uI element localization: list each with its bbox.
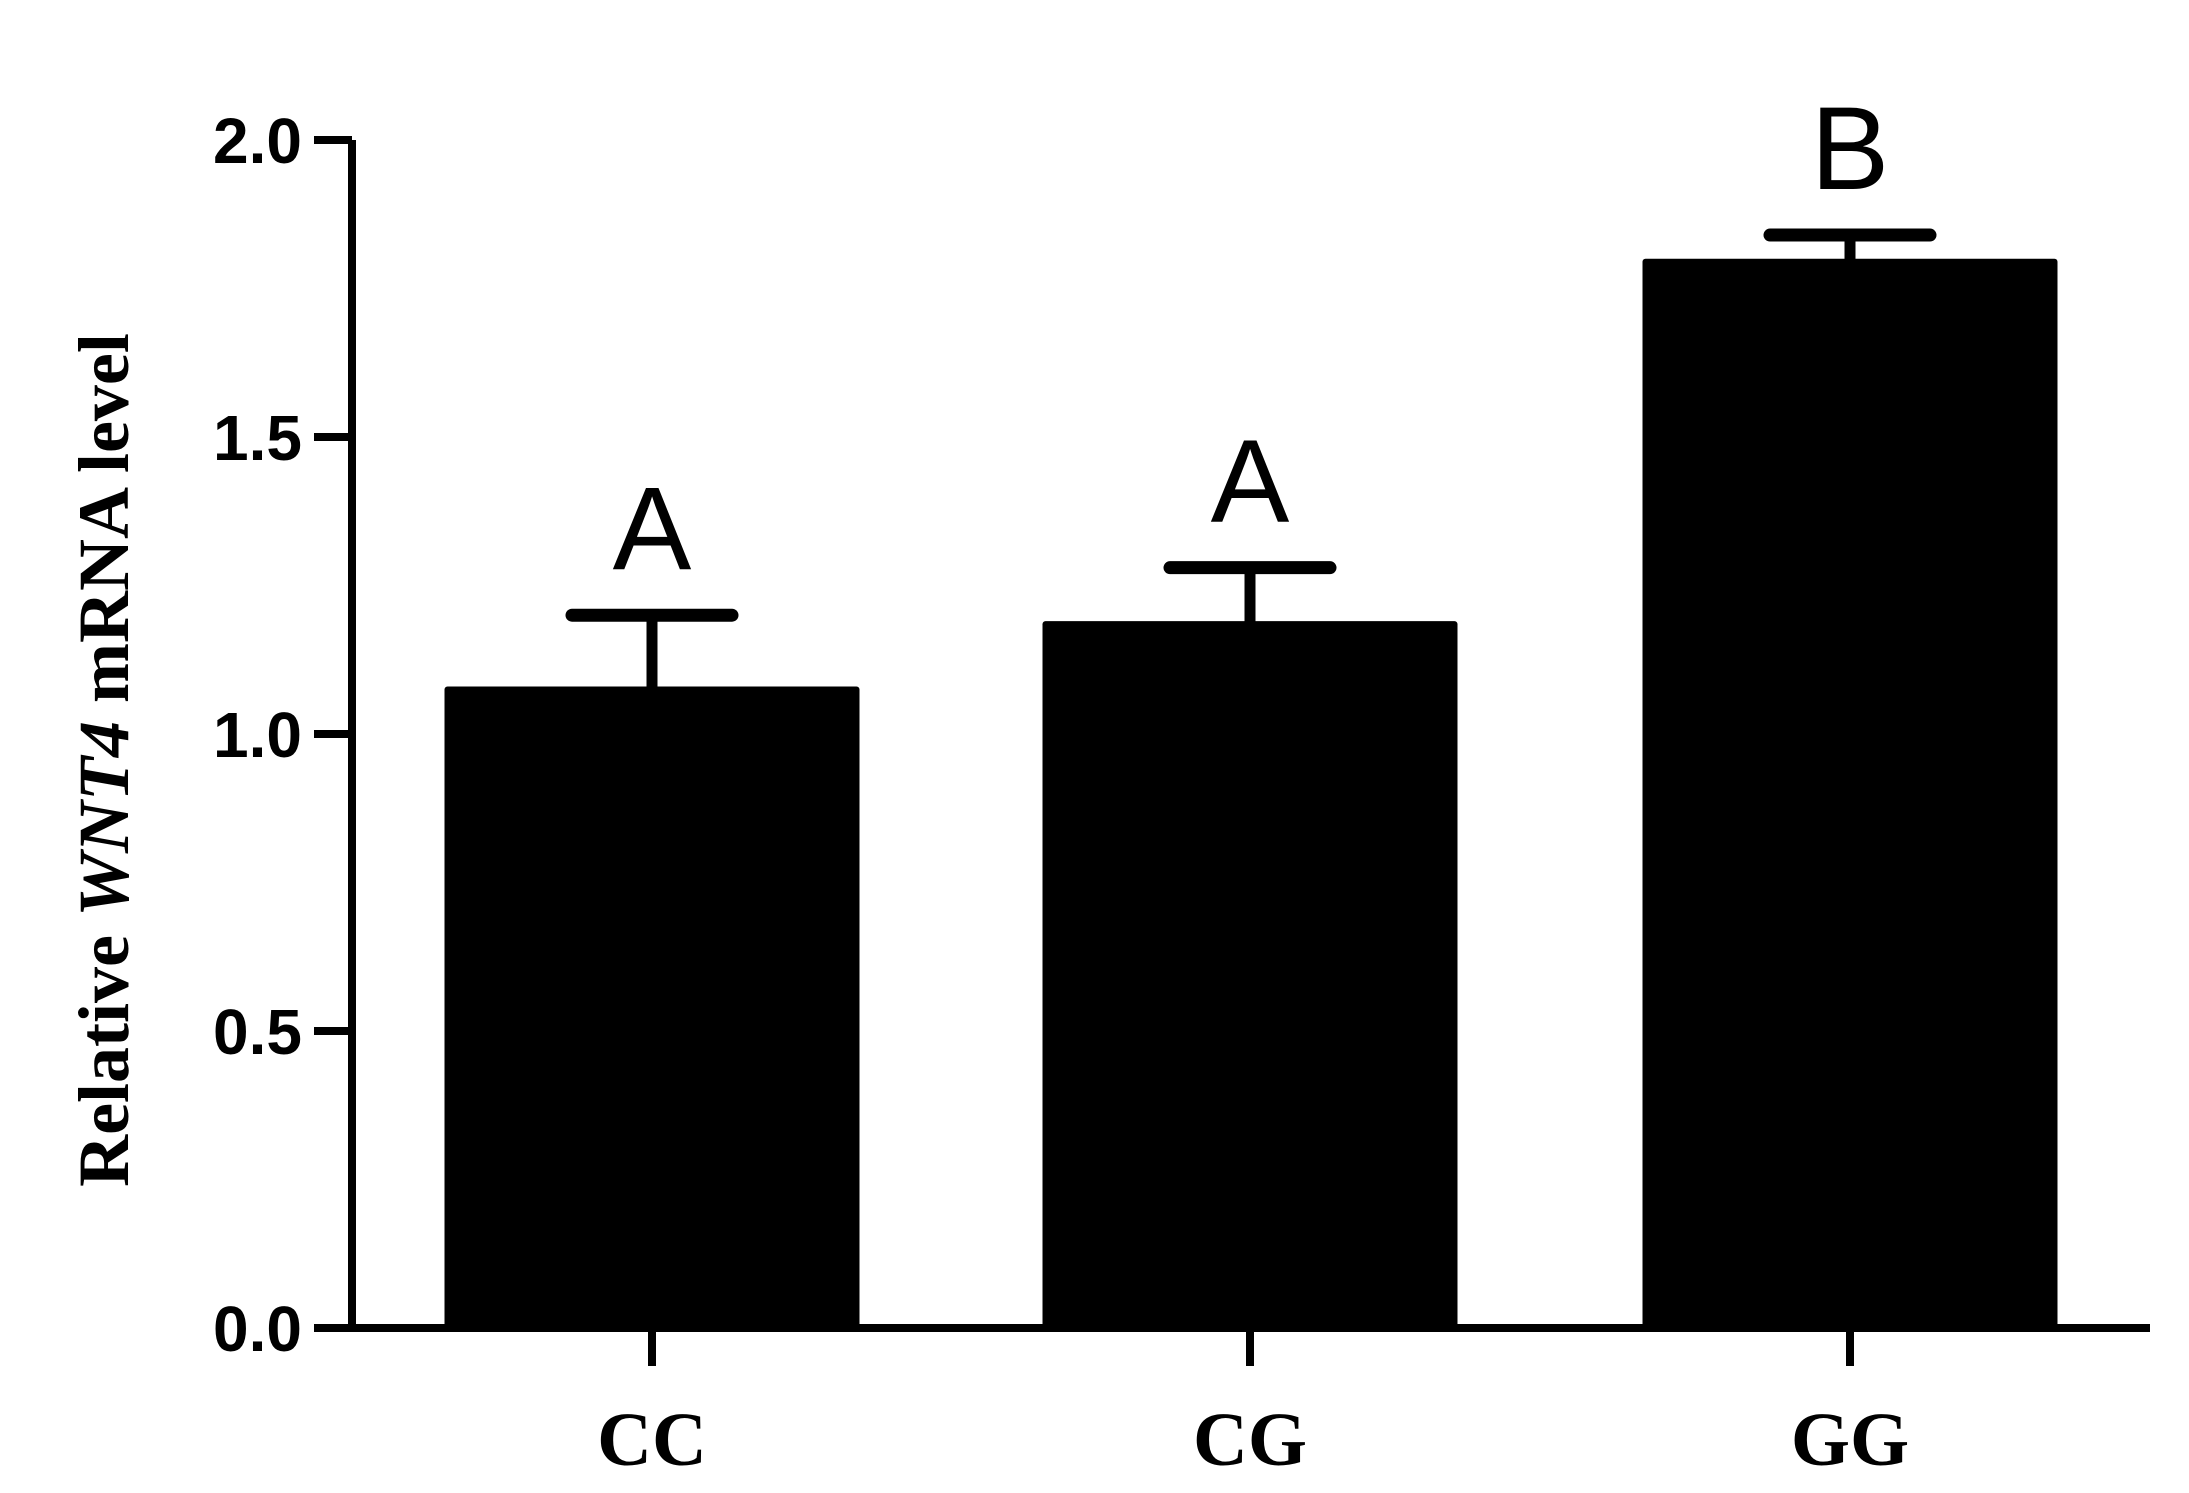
bars-layer [444,258,2058,1328]
y-axis-title-prefix: Relative [64,917,144,1187]
significance-label-cg: A [1211,416,1290,548]
significance-label-gg: B [1811,83,1890,215]
y-axis-title-gene: WNT4 [64,721,144,917]
y-tick-label-0-0: 0.0 [213,1293,302,1365]
bar-cg [1042,621,1458,1328]
y-tick-label-1-5: 1.5 [213,402,302,474]
svg-text:Relative WNT4 mRNA level: Relative WNT4 mRNA level [64,333,144,1187]
x-tick-label-gg: GG [1791,1398,1909,1482]
y-ticks-layer: 0.0 0.5 1.0 1.5 2.0 [213,105,352,1365]
x-tick-label-cc: CC [597,1398,707,1482]
y-tick-label-1-0: 1.0 [213,699,302,771]
bar-cc [444,686,860,1328]
y-tick-label-2-0: 2.0 [213,105,302,177]
y-axis-title-suffix: mRNA level [64,333,144,721]
bar-gg [1642,258,2058,1328]
significance-labels-layer: A A B [613,83,1890,595]
y-axis-title: Relative WNT4 mRNA level [64,333,144,1187]
error-bars-layer [565,228,1937,689]
y-tick-label-0-5: 0.5 [213,996,302,1068]
x-labels-layer: CC CG GG [597,1398,1909,1482]
significance-label-cc: A [613,463,692,595]
x-tick-label-cg: CG [1193,1398,1307,1482]
